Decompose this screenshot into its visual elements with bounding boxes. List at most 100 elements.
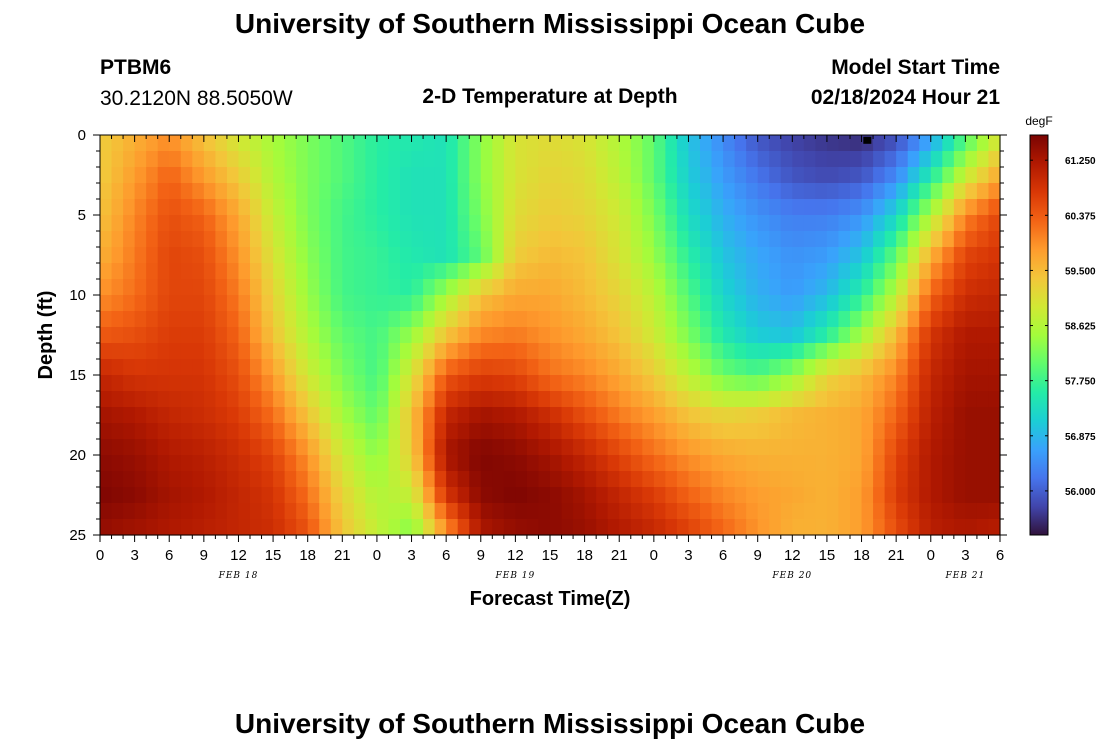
heatmap-cell [919,279,932,296]
heatmap-cell [446,519,459,536]
heatmap-cell [503,455,516,472]
heatmap-cell [226,375,240,392]
heatmap-cell [988,311,1001,328]
heatmap-cell [769,135,782,152]
heatmap-cell [169,327,182,344]
heatmap-cell [353,311,366,328]
heatmap-cell [250,311,263,328]
heatmap-cell [203,295,216,312]
heatmap-cell [873,247,886,264]
heatmap-cell [665,423,678,440]
heatmap-cell [850,407,863,424]
heatmap-cell [850,343,863,360]
heatmap-cell [492,199,505,216]
heatmap-cell [411,423,424,440]
day-label: FEB 20 [771,571,812,581]
heatmap-cell [169,311,182,328]
heatmap-cell [146,439,159,456]
heatmap-cell [526,359,540,376]
heatmap-cell [723,343,736,360]
heatmap-cell [803,423,816,440]
heatmap-cell [561,279,574,296]
heatmap-cell [457,199,470,216]
heatmap-cell [734,167,747,184]
heatmap-cell [780,311,793,328]
heatmap-cell [873,503,886,520]
heatmap-cell [861,151,874,168]
heatmap-cell [688,359,701,376]
x-tick-label: 15 [819,547,836,564]
heatmap-cell [976,503,990,520]
heatmap-cell [780,423,793,440]
heatmap-cell [988,231,1001,248]
heatmap-cell [169,295,182,312]
heatmap-cell [307,391,320,408]
heatmap-cell [319,199,332,216]
heatmap-cell [723,375,736,392]
heatmap-cell [365,343,378,360]
heatmap-cell [965,231,978,248]
heatmap-cell [342,135,355,152]
heatmap-cell [676,471,690,488]
model-start-value: 02/18/2024 Hour 21 [810,86,1000,109]
heatmap-cell [838,135,851,152]
heatmap-cell [469,295,482,312]
heatmap-cell [757,295,770,312]
heatmap-cell [873,231,886,248]
heatmap-cell [296,311,309,328]
heatmap-cell [942,455,955,472]
heatmap-cell [873,343,886,360]
heatmap-cell [688,471,701,488]
heatmap-cell [676,215,690,232]
heatmap-cell [907,327,920,344]
heatmap-cell [261,375,274,392]
heatmap-cell [676,375,690,392]
heatmap-cell [169,231,182,248]
heatmap-cell [700,247,713,264]
heatmap-cell [711,359,724,376]
heatmap-cell [734,391,747,408]
heatmap-cell [284,519,297,536]
heatmap-cell [642,263,655,280]
heatmap-cell [111,135,124,152]
heatmap-cell [434,519,447,536]
heatmap-cell [734,327,747,344]
heatmap-cell [550,151,563,168]
heatmap-cell [446,295,459,312]
heatmap-cell [353,231,366,248]
heatmap-cell [480,487,493,504]
heatmap-cell [861,391,874,408]
heatmap-cell [515,327,528,344]
heatmap-cell [653,311,666,328]
heatmap-cell [584,391,597,408]
heatmap-cell [388,231,401,248]
heatmap-cell [538,279,551,296]
heatmap-cell [965,439,978,456]
heatmap-cell [792,247,805,264]
heatmap-cell [192,167,205,184]
x-tick-label: 18 [576,547,593,564]
heatmap-cell [319,407,332,424]
heatmap-cell [769,199,782,216]
heatmap-cell [953,471,966,488]
heatmap-cell [850,487,863,504]
heatmap-cell [965,503,978,520]
heatmap-cell [446,487,459,504]
heatmap-cell [550,503,563,520]
heatmap-cell [965,391,978,408]
heatmap-cell [930,359,943,376]
heatmap-cell [757,503,770,520]
heatmap-cell [665,343,678,360]
heatmap-cell [469,183,482,200]
heatmap-cell [146,503,159,520]
heatmap-cell [561,183,574,200]
heatmap-cell [780,167,793,184]
heatmap-cell [573,503,586,520]
heatmap-cell [538,135,551,152]
heatmap-cell [492,167,505,184]
heatmap-cell [746,455,759,472]
heatmap-cell [515,231,528,248]
heatmap-cell [169,359,182,376]
heatmap-cell [157,359,170,376]
heatmap-cell [584,135,597,152]
